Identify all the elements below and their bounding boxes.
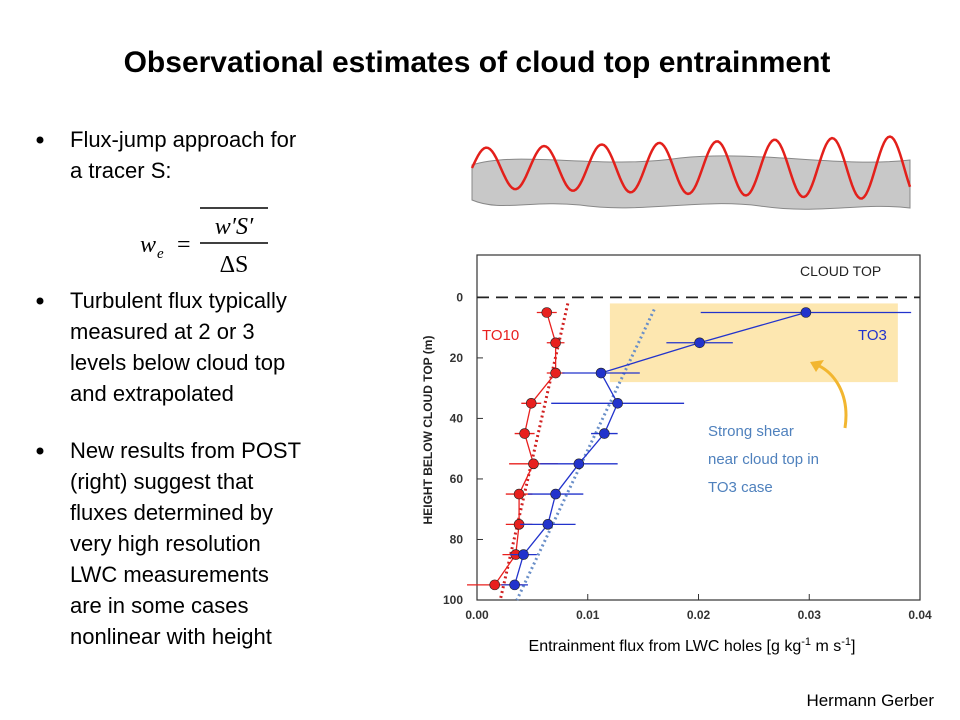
superscript: -1 [841,636,851,648]
annotation: Strong shear [708,423,794,440]
y-tick-label: 80 [450,532,464,546]
formula-eq: = [177,232,191,258]
fit-line [515,308,656,601]
bullet-line: nonlinear with height [70,624,272,649]
x-tick-label: 0.00 [465,608,489,622]
label-part: Entrainment flux from LWC holes [g kg [529,638,802,655]
formula-lhs: w [140,232,156,258]
data-point [528,458,539,470]
bullet-dot [36,136,44,144]
data-point [612,397,623,409]
fit-line [498,303,570,601]
formula-denominator: ΔS [220,252,249,278]
data-point [525,397,537,409]
bullet-dot [36,447,44,455]
bullet-line: are in some cases [70,593,249,618]
series-label: TO10 [482,327,519,344]
data-point [800,307,812,318]
x-tick-label: 0.01 [576,608,600,622]
x-axis-label: Entrainment flux from LWC holes [g kg-1 … [529,636,856,655]
data-point [519,428,530,439]
formula-numerator: w′S′ [215,214,254,240]
data-point [694,337,705,349]
series-label: TO3 [858,327,887,344]
bullet-line: and extrapolated [70,381,234,406]
bullet-line: LWC measurements [70,562,269,587]
x-tick-label: 0.04 [908,608,932,622]
x-tick-label: 0.02 [687,608,711,622]
cloud-illustration [470,135,912,210]
y-tick-label: 60 [450,472,464,486]
data-point [509,579,520,591]
data-point [550,337,561,349]
bullet-line: fluxes determined by [70,500,273,525]
highlight-box [609,303,898,383]
series-line [494,312,557,586]
data-point [518,549,529,560]
y-axis-label: HEIGHT BELOW CLOUD TOP (m) [421,336,435,525]
bullet-line: (right) suggest that [70,469,253,494]
bullet-line: Flux-jump approach for [70,127,296,152]
superscript: -1 [801,636,811,648]
bullet-line: New results from POST [70,438,301,463]
arrow-head [810,360,824,372]
bullet-line: measured at 2 or 3 [70,319,255,344]
data-point [550,367,561,379]
series-line [514,311,807,586]
arrow [814,362,848,429]
annotation: TO3 case [708,479,773,496]
bullet-list: Flux-jump approach for a tracer S: Turbule… [36,127,301,649]
bullet-line: very high resolution [70,531,261,556]
data-point [513,488,525,500]
author: Hermann Gerber [806,691,934,710]
x-tick-label: 0.03 [798,608,822,622]
y-tick-label: 0 [456,290,463,304]
data-point [541,307,553,318]
label-part: m s [811,638,841,655]
bullet-line: levels below cloud top [70,350,285,375]
inversion-wave [470,135,912,200]
cloud-top-label: CLOUD TOP [800,263,881,279]
formula: w e = w′S′ ΔS [140,207,268,278]
y-tick-label: 20 [450,351,464,365]
data-point [599,428,610,439]
data-point [573,458,585,470]
bullet-line: Turbulent flux typically [70,288,287,313]
label-part: ] [851,638,855,655]
data-point [595,367,607,379]
bullet-line: a tracer S: [70,158,171,183]
data-point [542,519,554,530]
annotation: near cloud top in [708,451,819,468]
formula-sub: e [157,246,164,262]
data-point [550,488,561,500]
y-tick-label: 100 [443,593,463,607]
data-point [489,579,501,591]
slide-title: Observational estimates of cloud top ent… [124,46,831,79]
bullet-dot [36,297,44,305]
y-tick-label: 40 [450,411,464,425]
